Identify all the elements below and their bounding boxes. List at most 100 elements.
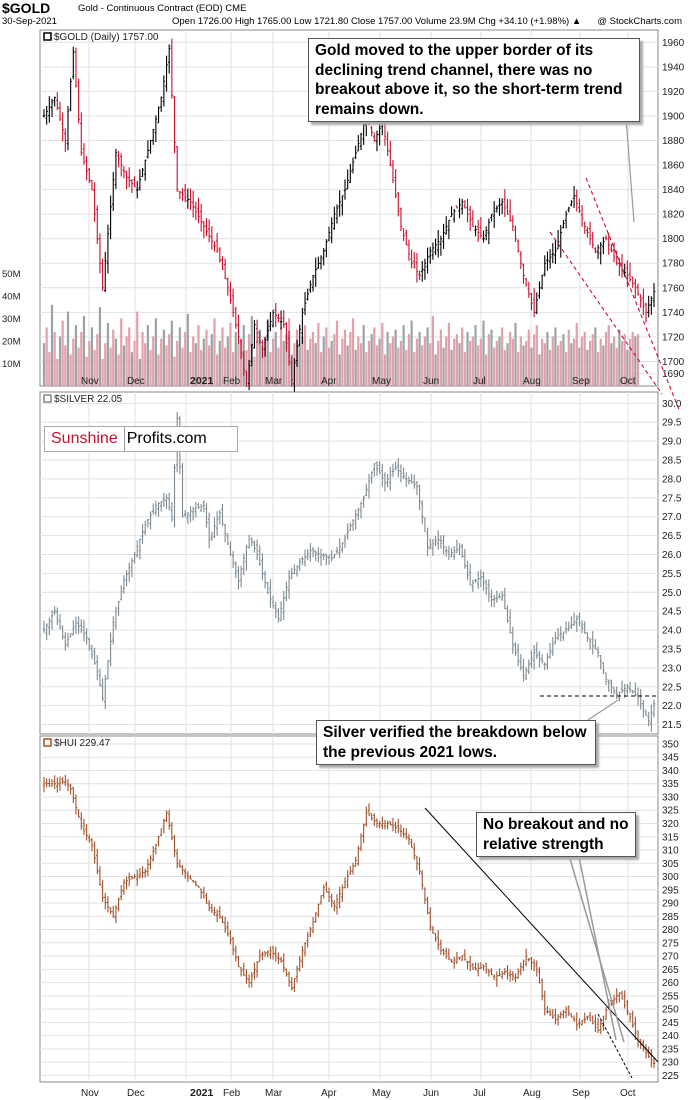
volume-bar: [386, 331, 389, 386]
volume-bar: [437, 340, 440, 386]
volume-bar: [66, 311, 70, 386]
y-tick-label: 28.0: [662, 474, 682, 485]
volume-bar: [186, 313, 189, 386]
volume-bar: [588, 340, 592, 386]
y-tick-label: 270: [662, 952, 679, 963]
volume-bar: [415, 338, 419, 386]
volume-bar: [130, 352, 134, 386]
x-tick-label: Dec: [127, 1088, 145, 1099]
y-tick-label: 1960: [662, 38, 685, 49]
volume-bar: [557, 345, 560, 386]
volume-bar: [168, 334, 171, 386]
y-tick-label: 255: [662, 991, 679, 1002]
y-tick-label: 1940: [662, 62, 685, 73]
volume-bar: [423, 336, 427, 386]
y-tick-label: 29.0: [662, 437, 682, 448]
volume-bar: [402, 325, 405, 386]
x-tick-label: Sep: [572, 376, 590, 387]
volume-bar: [333, 334, 336, 386]
volume-bar: [551, 336, 554, 386]
hui-callout-pointer-1: [567, 851, 625, 1043]
y-tick-label: 275: [662, 938, 679, 949]
silver-callout-pointer: [587, 699, 619, 721]
volume-bar: [96, 334, 99, 386]
volume-bar: [346, 345, 349, 386]
volume-bar: [455, 334, 458, 386]
sunshine-profits-logo: Sunshine Profits.com: [44, 426, 238, 452]
volume-bar: [80, 331, 83, 386]
volume-bar: [602, 345, 605, 386]
x-tick-label: Nov: [81, 1088, 99, 1099]
volume-bar: [394, 329, 397, 386]
volume-bar: [543, 343, 546, 386]
legend-0: $GOLD (Daily) 1757.00: [54, 32, 159, 43]
volume-bar: [114, 338, 118, 386]
volume-bar: [322, 336, 325, 386]
x-tick-label: Jul: [473, 376, 486, 387]
x-tick-label: Oct: [620, 376, 636, 387]
volume-bar: [450, 349, 453, 386]
volume-bar: [519, 336, 522, 386]
volume-bar: [162, 329, 165, 386]
volume-bar: [431, 316, 435, 386]
symbol-label: $GOLD: [2, 0, 51, 16]
x-tick-label: Apr: [321, 1088, 337, 1099]
y-tick-label: 30.0: [662, 399, 682, 410]
volume-bar: [535, 325, 538, 386]
volume-bar: [82, 316, 86, 386]
x-tick-label: Jun: [423, 1088, 439, 1099]
volume-bar: [42, 343, 46, 386]
volume-bar: [503, 349, 506, 386]
volume-bar: [378, 338, 381, 386]
hui-annotation: No breakout and no relative strength: [476, 812, 636, 857]
volume-bar: [136, 311, 139, 386]
volume-bar: [623, 334, 626, 386]
volume-bar: [176, 340, 179, 386]
volume-bar: [256, 340, 259, 386]
volume-bar: [48, 352, 51, 386]
x-tick-label: Jul: [473, 1088, 486, 1099]
y-tick-label: 345: [662, 753, 679, 764]
volume-bar: [399, 340, 403, 386]
volume-bar: [330, 340, 333, 386]
volume-bar: [572, 338, 576, 386]
volume-bar: [184, 331, 187, 386]
x-tick-label: 2021: [190, 375, 214, 387]
volume-bar: [245, 349, 248, 386]
volume-bar: [426, 327, 429, 386]
volume-bar: [383, 354, 387, 386]
stockcharts-watermark: @ StockCharts.com: [597, 16, 682, 27]
y-tick-label: 1780: [662, 259, 685, 270]
volume-bar: [434, 354, 437, 386]
volume-bar: [146, 325, 149, 386]
volume-bar: [607, 325, 610, 386]
volume-bar: [61, 320, 64, 386]
gold-callout-pointer: [625, 117, 635, 223]
volume-bar: [240, 338, 243, 386]
volume-bar: [261, 345, 264, 386]
y-tick-label: 1760: [662, 283, 685, 294]
volume-bar: [575, 322, 578, 386]
volume-bar: [157, 354, 160, 386]
volume-bar: [279, 327, 283, 386]
volume-bar: [218, 340, 221, 386]
y-tick-label: 335: [662, 779, 679, 790]
y-tick-label: 28.5: [662, 456, 682, 467]
legend-swatch-0: [43, 32, 52, 41]
volume-bar: [453, 338, 456, 386]
volume-bar: [549, 349, 552, 386]
volume-bar: [391, 336, 395, 386]
volume-bar: [466, 331, 469, 386]
volume-bar: [471, 336, 474, 386]
legend-swatch-2: [43, 738, 52, 747]
volume-bar: [317, 322, 320, 386]
volume-bar: [53, 331, 56, 386]
volume-bar: [149, 349, 152, 386]
volume-bar: [266, 320, 269, 386]
volume-bar: [269, 352, 272, 386]
volume-bar: [562, 334, 565, 386]
y-tick-label: 305: [662, 859, 679, 870]
volume-bar: [591, 334, 594, 386]
volume-bar: [477, 345, 480, 386]
